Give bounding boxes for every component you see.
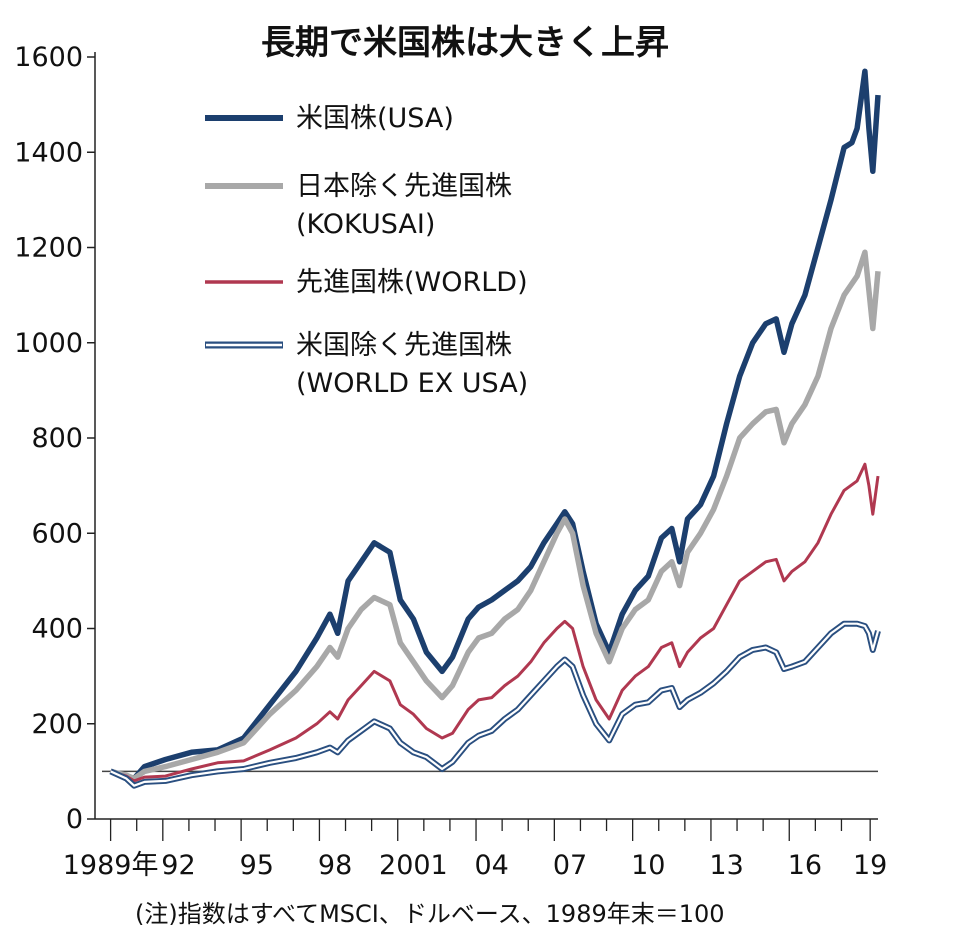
- y-tick-label-0: 0: [66, 804, 83, 835]
- y-tick-label-8: 1600: [14, 42, 83, 73]
- legend: 米国株(USA) 日本除く先進国株 (KOKUSAI) 先進国株(WORLD) 米国除く…: [205, 103, 528, 399]
- x-tick-label-7: 10: [631, 850, 665, 881]
- x-tick-label-0: 1989年: [63, 850, 159, 881]
- y-tick-label-4: 800: [31, 423, 83, 454]
- axes: 0 200 400 600 800 1000 1200 1400 1600 1989年 92 95 98…: [14, 42, 887, 881]
- y-tick-label-7: 1400: [14, 137, 83, 168]
- legend-label-0-0: 米国株(USA): [296, 103, 454, 134]
- x-tick-label-5: 04: [475, 850, 509, 881]
- legend-label-3-0: 米国除く先進国株: [296, 330, 512, 361]
- legend-label-1-0: 日本除く先進国株: [296, 171, 512, 202]
- x-tick-label-8: 13: [709, 850, 743, 881]
- x-tick-label-3: 98: [318, 850, 352, 881]
- y-tick-label-6: 1200: [14, 233, 83, 264]
- x-tick-label-6: 07: [553, 850, 587, 881]
- x-tick-label-2: 95: [240, 850, 274, 881]
- series-group: [109, 68, 881, 789]
- series-line-3-inner: [110, 622, 880, 787]
- x-tick-label-4: 2001: [379, 850, 448, 881]
- y-tick-label-5: 1000: [14, 328, 83, 359]
- legend-label-2-0: 先進国株(WORLD): [296, 267, 528, 298]
- y-tick-label-1: 200: [31, 709, 83, 740]
- chart-note: (注)指数はすべてMSCI、ドルベース、1989年末＝100: [135, 900, 725, 928]
- series-line-0: [109, 68, 881, 782]
- chart-title: 長期で米国株は大きく上昇: [261, 23, 669, 63]
- y-tick-label-3: 600: [31, 518, 83, 549]
- x-tick-label-10: 19: [853, 850, 887, 881]
- series-line-2: [110, 462, 880, 783]
- x-tick-label-1: 92: [161, 850, 195, 881]
- x-tick-label-9: 16: [788, 850, 822, 881]
- legend-label-1-1: (KOKUSAI): [296, 209, 435, 240]
- series-line-1: [109, 249, 881, 782]
- y-tick-label-2: 400: [31, 614, 83, 645]
- legend-label-3-1: (WORLD EX USA): [296, 368, 528, 399]
